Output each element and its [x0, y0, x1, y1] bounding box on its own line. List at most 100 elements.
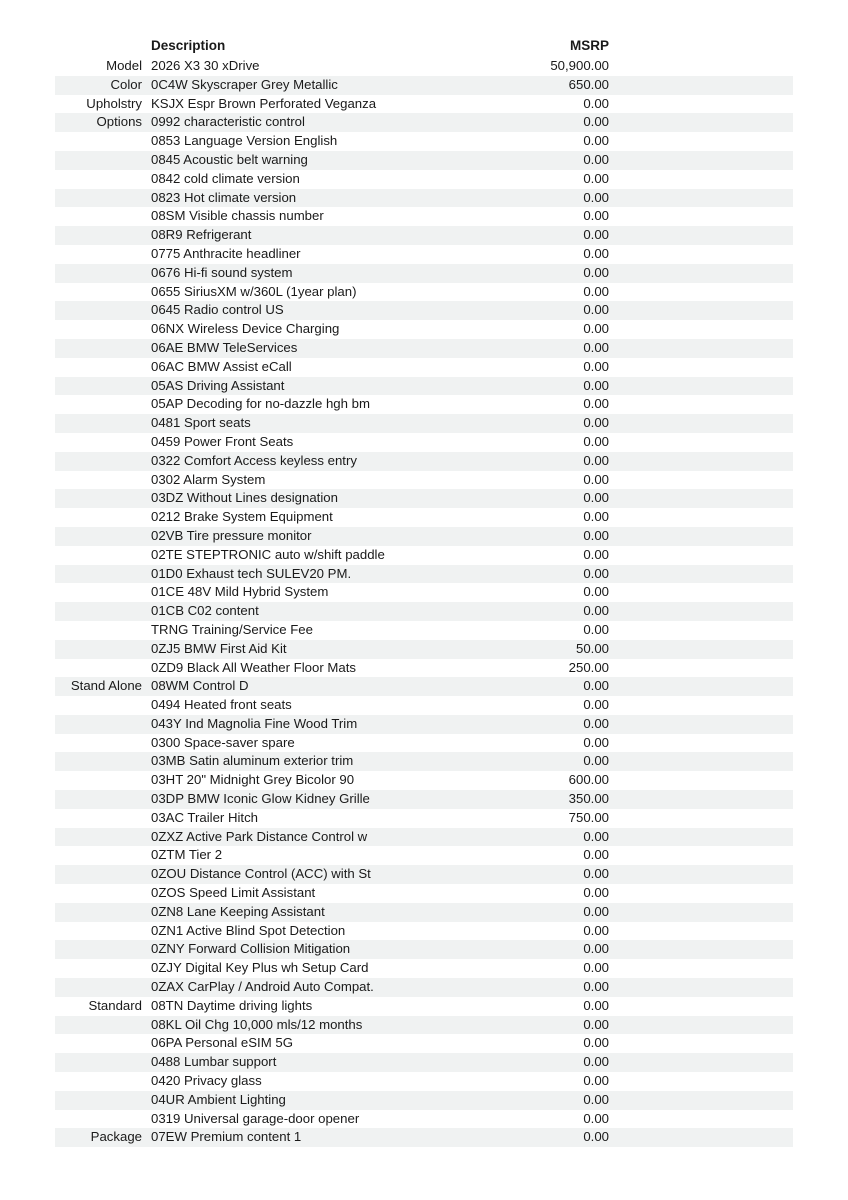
cell-msrp: 0.00 [583, 621, 609, 637]
table-row[interactable]: 02TE STEPTRONIC auto w/shift paddle 0.00 [55, 546, 793, 565]
table-row[interactable]: 0ZD9 Black All Weather Floor Mats 250.00 [55, 659, 793, 678]
table-row[interactable]: 06AC BMW Assist eCall 0.00 [55, 358, 793, 377]
table-row[interactable]: Upholstry KSJX Espr Brown Perforated Vega… [55, 95, 793, 114]
table-row[interactable]: 0676 Hi-fi sound system 0.00 [55, 263, 793, 283]
table-row[interactable]: 0ZOU Distance Control (ACC) with St 0.00 [55, 865, 793, 885]
cell-group [55, 659, 149, 678]
cell-msrp: 0.00 [515, 902, 611, 922]
table-row[interactable]: 0845 Acoustic belt warning 0.00 [55, 150, 793, 170]
table-row[interactable]: 0300 Space-saver spare 0.00 [55, 734, 793, 753]
table-row[interactable]: 0322 Comfort Access keyless entry 0.00 [55, 451, 793, 471]
cell-description: 0488 Lumbar support [149, 1053, 515, 1073]
column-header-spacer [611, 38, 793, 57]
table-row[interactable]: 0481 Sport seats 0.00 [55, 414, 793, 433]
table-row[interactable]: 0319 Universal garage-door opener 0.00 [55, 1110, 793, 1129]
table-row[interactable]: 05AP Decoding for no-dazzle hgh bm 0.00 [55, 395, 793, 414]
cell-description: 01CB C02 content [149, 602, 515, 621]
table-row[interactable]: 0ZN8 Lane Keeping Assistant 0.00 [55, 902, 793, 922]
cell-group [55, 865, 149, 885]
table-row[interactable]: 0488 Lumbar support 0.00 [55, 1053, 793, 1073]
table-row[interactable]: 0645 Radio control US 0.00 [55, 301, 793, 321]
cell-group [55, 188, 149, 208]
table-row[interactable]: 0459 Power Front Seats 0.00 [55, 433, 793, 452]
cell-spacer [611, 471, 793, 490]
table-row[interactable]: 06PA Personal eSIM 5G 0.00 [55, 1034, 793, 1053]
table-row[interactable]: 03HT 20" Midnight Grey Bicolor 90 600.00 [55, 771, 793, 790]
table-row[interactable]: 08R9 Refrigerant 0.00 [55, 226, 793, 245]
cell-msrp: 0.00 [583, 885, 609, 901]
table-row[interactable]: 0420 Privacy glass 0.00 [55, 1072, 793, 1091]
table-row[interactable]: 0775 Anthracite headliner 0.00 [55, 245, 793, 264]
table-row[interactable]: 01D0 Exhaust tech SULEV20 PM. 0.00 [55, 564, 793, 584]
cell-msrp: 0.00 [583, 245, 609, 261]
table-row[interactable]: 0494 Heated front seats 0.00 [55, 696, 793, 715]
table-row[interactable]: TRNG Training/Service Fee 0.00 [55, 621, 793, 640]
table-row[interactable]: Standard 08TN Daytime driving lights 0.00 [55, 997, 793, 1016]
table-row[interactable]: 0ZOS Speed Limit Assistant 0.00 [55, 884, 793, 903]
cell-description: 06AE BMW TeleServices [149, 338, 515, 358]
table-row[interactable]: 04UR Ambient Lighting 0.00 [55, 1090, 793, 1110]
table-row[interactable]: 0ZTM Tier 2 0.00 [55, 846, 793, 865]
table-row[interactable]: 03DZ Without Lines designation 0.00 [55, 489, 793, 509]
table-row[interactable]: 03MB Satin aluminum exterior trim 0.00 [55, 752, 793, 772]
table-row[interactable]: 0ZAX CarPlay / Android Auto Compat. 0.00 [55, 978, 793, 997]
cell-group [55, 922, 149, 941]
table-row[interactable]: 01CB C02 content 0.00 [55, 602, 793, 621]
cell-description: 043Y Ind Magnolia Fine Wood Trim [149, 714, 515, 734]
table-row[interactable]: 0823 Hot climate version 0.00 [55, 188, 793, 208]
table-row[interactable]: Model 2026 X3 30 xDrive 50,900.00 [55, 57, 793, 76]
cell-group [55, 752, 149, 772]
table-row[interactable]: 043Y Ind Magnolia Fine Wood Trim 0.00 [55, 714, 793, 734]
cell-group [55, 827, 149, 847]
cell-description: 08SM Visible chassis number [151, 208, 324, 224]
table-row[interactable]: 05AS Driving Assistant 0.00 [55, 376, 793, 396]
table-row[interactable]: 0842 cold climate version 0.00 [55, 170, 793, 189]
cell-group [55, 1053, 149, 1073]
table-row[interactable]: 0853 Language Version English 0.00 [55, 132, 793, 151]
cell-spacer [611, 564, 793, 584]
cell-description: 0ZJ5 BMW First Aid Kit [149, 639, 515, 659]
table-row[interactable]: 0ZXZ Active Park Distance Control w 0.00 [55, 827, 793, 847]
cell-group [55, 150, 149, 170]
table-row[interactable]: 02VB Tire pressure monitor 0.00 [55, 526, 793, 546]
table-row[interactable]: 03DP BMW Iconic Glow Kidney Grille 350.00 [55, 790, 793, 809]
table-row[interactable]: 0ZNY Forward Collision Mitigation 0.00 [55, 940, 793, 960]
cell-description: KSJX Espr Brown Perforated Veganza [151, 95, 377, 111]
cell-description: 03MB Satin aluminum exterior trim [149, 752, 515, 772]
table-row[interactable]: 0ZJY Digital Key Plus wh Setup Card 0.00 [55, 959, 793, 978]
cell-spacer [611, 752, 793, 772]
table-row[interactable]: Options 0992 characteristic control 0.00 [55, 113, 793, 133]
cell-group [55, 734, 149, 753]
table-row[interactable]: 08KL Oil Chg 10,000 mls/12 months 0.00 [55, 1015, 793, 1035]
cell-description: 0ZXZ Active Park Distance Control w [149, 827, 515, 847]
table-row[interactable]: Package 07EW Premium content 1 0.00 [55, 1128, 793, 1148]
vehicle-options-table: Description MSRP Model 2026 X3 30 xDrive 5… [55, 38, 793, 1148]
cell-spacer [611, 621, 793, 640]
cell-description: 08R9 Refrigerant [149, 226, 515, 245]
table-row[interactable]: 0ZN1 Active Blind Spot Detection 0.00 [55, 922, 793, 941]
cell-group [55, 714, 149, 734]
table-row[interactable]: 0212 Brake System Equipment 0.00 [55, 508, 793, 527]
cell-msrp: 0.00 [515, 376, 611, 396]
cell-spacer [611, 809, 793, 828]
table-row[interactable]: Color 0C4W Skyscraper Grey Metallic 650.00 [55, 75, 793, 95]
table-row[interactable]: 0302 Alarm System 0.00 [55, 471, 793, 490]
cell-spacer [611, 320, 793, 339]
cell-description: 01D0 Exhaust tech SULEV20 PM. [149, 564, 515, 584]
table-row[interactable]: 0655 SiriusXM w/360L (1year plan) 0.00 [55, 283, 793, 302]
table-row[interactable]: 03AC Trailer Hitch 750.00 [55, 809, 793, 828]
cell-description: 08TN Daytime driving lights [151, 997, 313, 1013]
table-row[interactable]: 01CE 48V Mild Hybrid System 0.00 [55, 583, 793, 602]
table-row[interactable]: Stand Alone 08WM Control D 0.00 [55, 677, 793, 697]
cell-description: 0ZN1 Active Blind Spot Detection [151, 922, 346, 938]
table-row[interactable]: 0ZJ5 BMW First Aid Kit 50.00 [55, 639, 793, 659]
cell-group [55, 526, 149, 546]
cell-group [55, 433, 149, 452]
table-row[interactable]: 08SM Visible chassis number 0.00 [55, 207, 793, 226]
table-row[interactable]: 06NX Wireless Device Charging 0.00 [55, 320, 793, 339]
cell-msrp: 0.00 [515, 489, 611, 509]
table-row[interactable]: 06AE BMW TeleServices 0.00 [55, 338, 793, 358]
cell-spacer [611, 1090, 793, 1110]
cell-group [55, 884, 149, 903]
cell-group [55, 790, 149, 809]
